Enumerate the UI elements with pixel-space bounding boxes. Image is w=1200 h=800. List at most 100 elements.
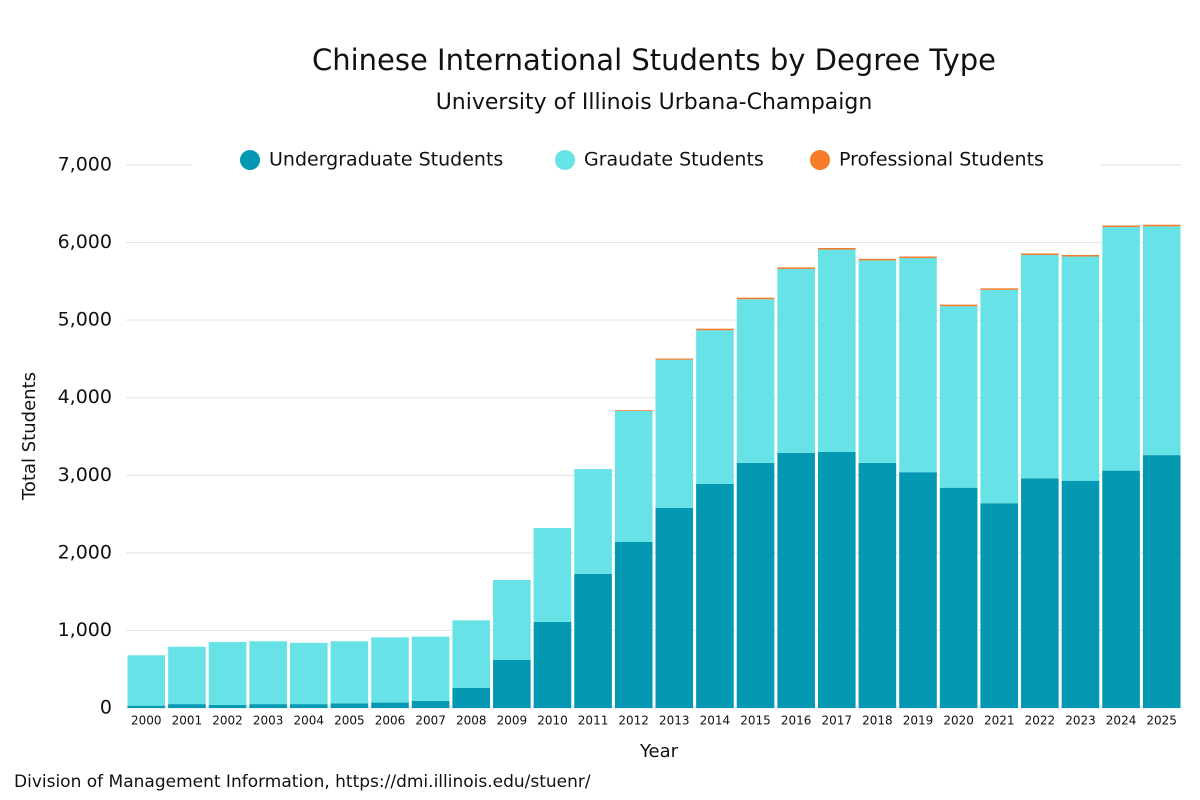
bar-segment xyxy=(614,541,653,708)
bar-segment xyxy=(655,507,694,708)
bar-segment xyxy=(574,573,612,708)
y-tick-label: 3,000 xyxy=(58,464,112,486)
bar-segment xyxy=(1142,226,1181,456)
bar-segment xyxy=(939,306,978,488)
bar-segment xyxy=(208,704,247,708)
x-tick-label: 2023 xyxy=(1065,714,1096,728)
bar-segment xyxy=(1102,227,1140,471)
bar-segment xyxy=(817,248,856,250)
x-tick-label: 2011 xyxy=(578,714,609,728)
x-tick-label: 2002 xyxy=(212,714,243,728)
bar-segment xyxy=(777,268,815,453)
x-tick-label: 2009 xyxy=(497,714,528,728)
bar-segment xyxy=(736,462,775,708)
x-tick-label: 2000 xyxy=(131,714,162,728)
x-tick-label: 2014 xyxy=(700,714,731,728)
x-tick-label: 2018 xyxy=(862,714,893,728)
bar-segment xyxy=(777,452,815,708)
bar-segment xyxy=(411,701,450,708)
bar-segment xyxy=(1102,470,1140,708)
x-tick-label: 2024 xyxy=(1106,714,1137,728)
bar-segment xyxy=(1061,480,1100,708)
y-axis-label: Total Students xyxy=(19,372,40,501)
bar-segment xyxy=(858,258,897,261)
bar-segment xyxy=(655,359,694,508)
y-tick-label: 1,000 xyxy=(58,619,112,641)
bar-segment xyxy=(614,410,653,542)
x-tick-label: 2004 xyxy=(293,714,324,728)
x-tick-label: 2001 xyxy=(172,714,203,728)
legend: Undergraduate Students Graudate Students P… xyxy=(192,130,1100,198)
x-tick-label: 2008 xyxy=(456,714,487,728)
bar-segment xyxy=(939,487,978,708)
bar-segment xyxy=(939,304,978,307)
bar-segment xyxy=(168,646,206,705)
y-tick-label: 6,000 xyxy=(58,231,112,253)
bar-segment xyxy=(249,641,287,705)
legend-background xyxy=(192,130,1100,198)
bar-segment xyxy=(411,636,450,702)
bar-segment xyxy=(371,702,409,708)
chart-subtitle: University of Illinois Urbana-Champaign xyxy=(436,90,873,115)
bar-segment xyxy=(493,580,531,660)
x-tick-label: 2022 xyxy=(1025,714,1056,728)
bar-segment xyxy=(127,705,166,708)
x-tick-label: 2019 xyxy=(903,714,934,728)
bar-segment xyxy=(858,260,897,463)
bar-segment xyxy=(574,469,612,574)
x-tick-label: 2021 xyxy=(984,714,1015,728)
x-tick-label: 2015 xyxy=(740,714,771,728)
legend-label: Graudate Students xyxy=(584,149,764,171)
bar-segment xyxy=(980,288,1019,290)
x-tick-label: 2006 xyxy=(375,714,406,728)
bar-segment xyxy=(330,641,369,704)
bar-segment xyxy=(1061,256,1100,481)
bar-segment xyxy=(533,621,572,708)
bar-segment xyxy=(452,620,491,688)
bar-segment xyxy=(1061,254,1100,257)
bar-segment xyxy=(289,704,328,708)
bar-segment xyxy=(249,704,287,708)
bar-segment xyxy=(1021,254,1059,479)
y-tick-label: 0 xyxy=(100,697,112,719)
bar-segment xyxy=(736,297,775,300)
x-tick-label: 2025 xyxy=(1146,714,1177,728)
bar-segment xyxy=(1102,225,1140,228)
legend-swatch xyxy=(555,150,575,170)
bar-segment xyxy=(168,704,206,708)
x-axis-label: Year xyxy=(639,741,679,762)
bar-segment xyxy=(1021,253,1059,255)
bar-segment xyxy=(980,503,1019,708)
bar-segment xyxy=(858,462,897,708)
bar-segment xyxy=(899,258,937,473)
x-tick-label: 2013 xyxy=(659,714,690,728)
bar-segment xyxy=(696,483,734,708)
bar-segment xyxy=(736,299,775,463)
bar-segment xyxy=(614,410,653,411)
bar-segment xyxy=(655,358,694,360)
x-tick-label: 2020 xyxy=(943,714,974,728)
bar-segment xyxy=(899,256,937,259)
x-tick-label: 2005 xyxy=(334,714,365,728)
x-tick-label: 2017 xyxy=(821,714,852,728)
x-tick-label: 2010 xyxy=(537,714,568,728)
bar-segment xyxy=(899,472,937,708)
x-tick-label: 2016 xyxy=(781,714,812,728)
y-tick-label: 7,000 xyxy=(58,154,112,176)
y-tick-label: 5,000 xyxy=(58,309,112,331)
x-tick-label: 2003 xyxy=(253,714,284,728)
x-tick-label: 2007 xyxy=(415,714,446,728)
bar-segment xyxy=(289,642,328,705)
bar-segment xyxy=(817,452,856,708)
bar-segment xyxy=(1021,478,1059,708)
y-tick-label: 4,000 xyxy=(58,386,112,408)
legend-swatch xyxy=(810,150,830,170)
chart-title: Chinese International Students by Degree… xyxy=(312,43,996,77)
x-tick-label: 2012 xyxy=(618,714,649,728)
bar-segment xyxy=(980,289,1019,504)
bar-segment xyxy=(533,528,572,622)
bar-segment xyxy=(208,642,247,705)
bar-segment xyxy=(696,328,734,331)
